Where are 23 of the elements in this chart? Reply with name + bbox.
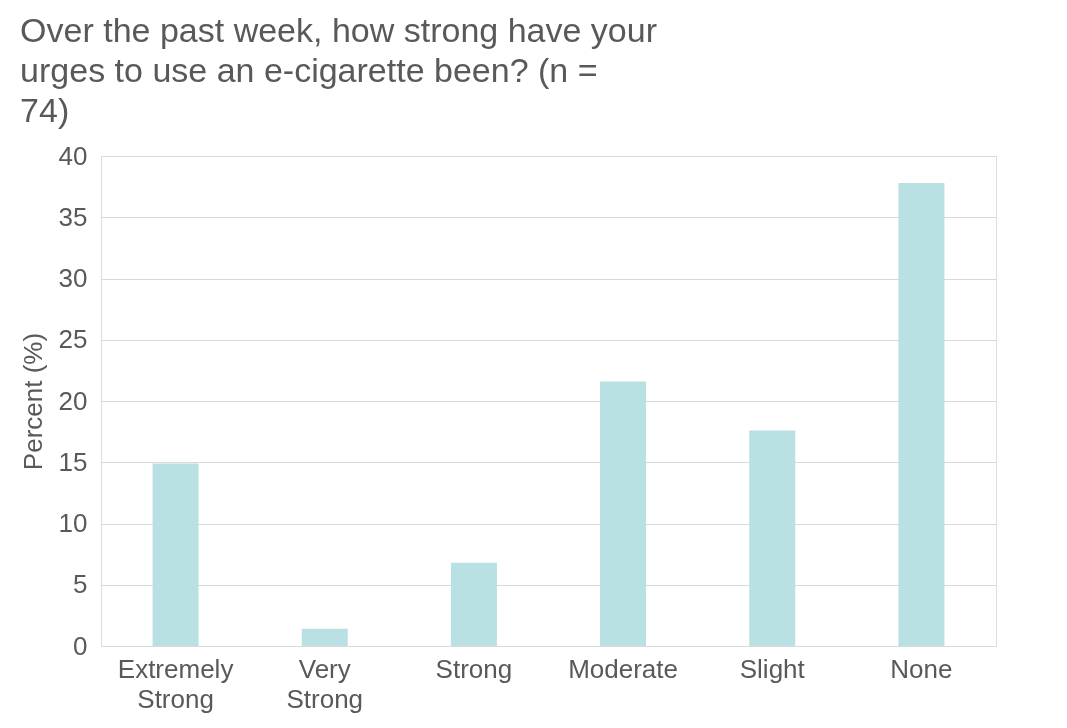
bar	[600, 381, 647, 646]
bar	[898, 182, 945, 646]
y-tick-label: 15	[58, 446, 88, 477]
y-tick-label: 5	[73, 569, 88, 600]
x-tick-label: None	[890, 653, 953, 684]
chart-title: Over the past week, how strong have your urges to use an e-cigarette been? (n = 74)	[20, 11, 657, 129]
x-tick-label: Very Strong	[286, 653, 364, 714]
y-tick-label: 30	[58, 263, 88, 293]
x-tick-label: Extremely Strong	[117, 653, 234, 714]
x-tick-label: Slight	[739, 653, 806, 684]
y-tick-label: 10	[58, 508, 88, 538]
bar	[450, 562, 497, 646]
bar	[152, 463, 199, 646]
x-tick-label: Strong	[435, 653, 513, 684]
x-tick-label: Moderate	[568, 653, 679, 684]
y-tick-label: 35	[58, 201, 88, 232]
y-tick-label: 20	[58, 385, 88, 416]
y-tick-label: 25	[58, 324, 88, 355]
y-tick-label: 0	[73, 630, 88, 661]
bar	[301, 628, 348, 646]
bar	[749, 430, 796, 646]
y-tick-label: 40	[58, 140, 88, 171]
y-axis-title: Percent (%)	[17, 332, 48, 471]
